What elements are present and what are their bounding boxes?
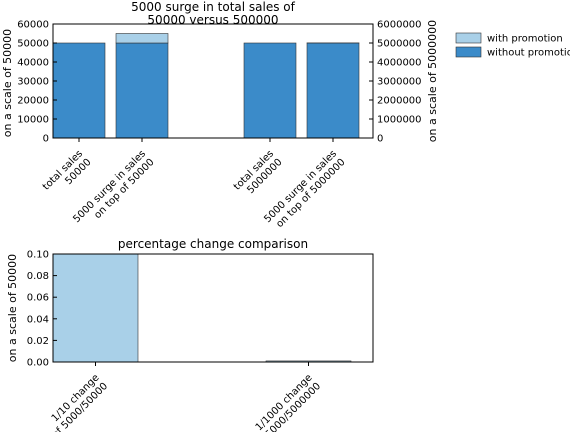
y-tick-label-right: 1000000 [377, 115, 422, 126]
y-tick-label-left: 0.08 [27, 271, 49, 282]
legend-entry-label: with promotion [487, 34, 563, 45]
y-tick-label-left: 0 [43, 134, 49, 145]
chart-title: percentage change comparison [118, 237, 308, 251]
bar-without-promotion [115, 42, 169, 139]
y-axis-label-left: on a scale of 50000 [1, 29, 14, 137]
plot-frame [52, 253, 374, 363]
y-tick-label-left: 0.00 [27, 358, 49, 369]
y-tick-label-left: 0.06 [27, 293, 49, 304]
legend-swatch [455, 46, 482, 58]
y-tick-label-left: 20000 [17, 96, 49, 107]
y-axis-label-left: on a scale of 50000 [6, 254, 19, 362]
y-tick-label-right: 5000000 [377, 39, 422, 50]
y-axis-label-right: on a scale of 5000000 [426, 20, 439, 142]
bar-with-promotion [115, 33, 169, 44]
y-tick-label-right: 3000000 [377, 77, 422, 88]
y-tick-label-right: 2000000 [377, 96, 422, 107]
bar-percentage-change [52, 253, 139, 363]
y-tick-label-right: 0 [377, 134, 383, 145]
y-tick-label-left: 30000 [17, 77, 49, 88]
bar-without-promotion [306, 42, 360, 139]
bar-without-promotion [243, 42, 297, 139]
y-tick-label-left: 40000 [17, 58, 49, 69]
legend-entry-label: without promotion [487, 48, 570, 59]
y-tick-label-right: 4000000 [377, 58, 422, 69]
y-tick-label-left: 0.04 [27, 314, 49, 325]
bar-without-promotion [52, 42, 106, 139]
y-tick-label-right: 6000000 [377, 20, 422, 31]
chart-title: 5000 surge in total sales of [131, 0, 295, 14]
y-tick-label-left: 0.10 [27, 250, 49, 261]
y-tick-label-left: 0.02 [27, 336, 49, 347]
chart-title: 50000 versus 500000 [147, 13, 278, 27]
y-tick-label-left: 10000 [17, 115, 49, 126]
y-tick-label-left: 50000 [17, 39, 49, 50]
y-tick-label-left: 60000 [17, 20, 49, 31]
legend-swatch [455, 32, 482, 44]
